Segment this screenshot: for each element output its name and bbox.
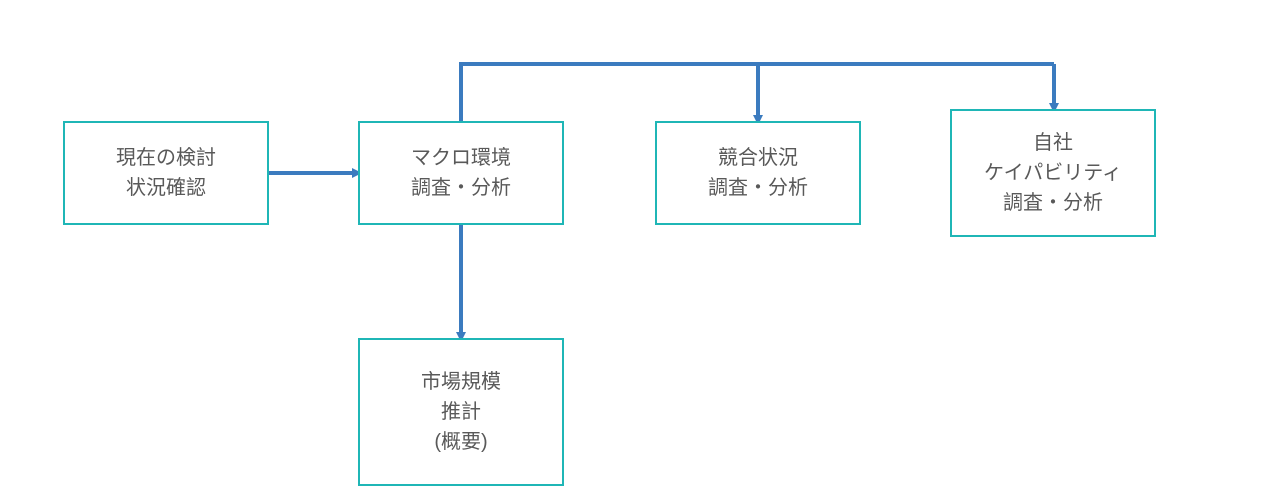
flowchart-node-n3: 競合状況 調査・分析 bbox=[655, 121, 861, 225]
flowchart-node-n1: 現在の検討 状況確認 bbox=[63, 121, 269, 225]
edge-layer bbox=[0, 0, 1280, 500]
flowchart-node-n5: 市場規模 推計 (概要) bbox=[358, 338, 564, 486]
flowchart-node-n2: マクロ環境 調査・分析 bbox=[358, 121, 564, 225]
flowchart-node-n4: 自社 ケイパビリティ 調査・分析 bbox=[950, 109, 1156, 237]
